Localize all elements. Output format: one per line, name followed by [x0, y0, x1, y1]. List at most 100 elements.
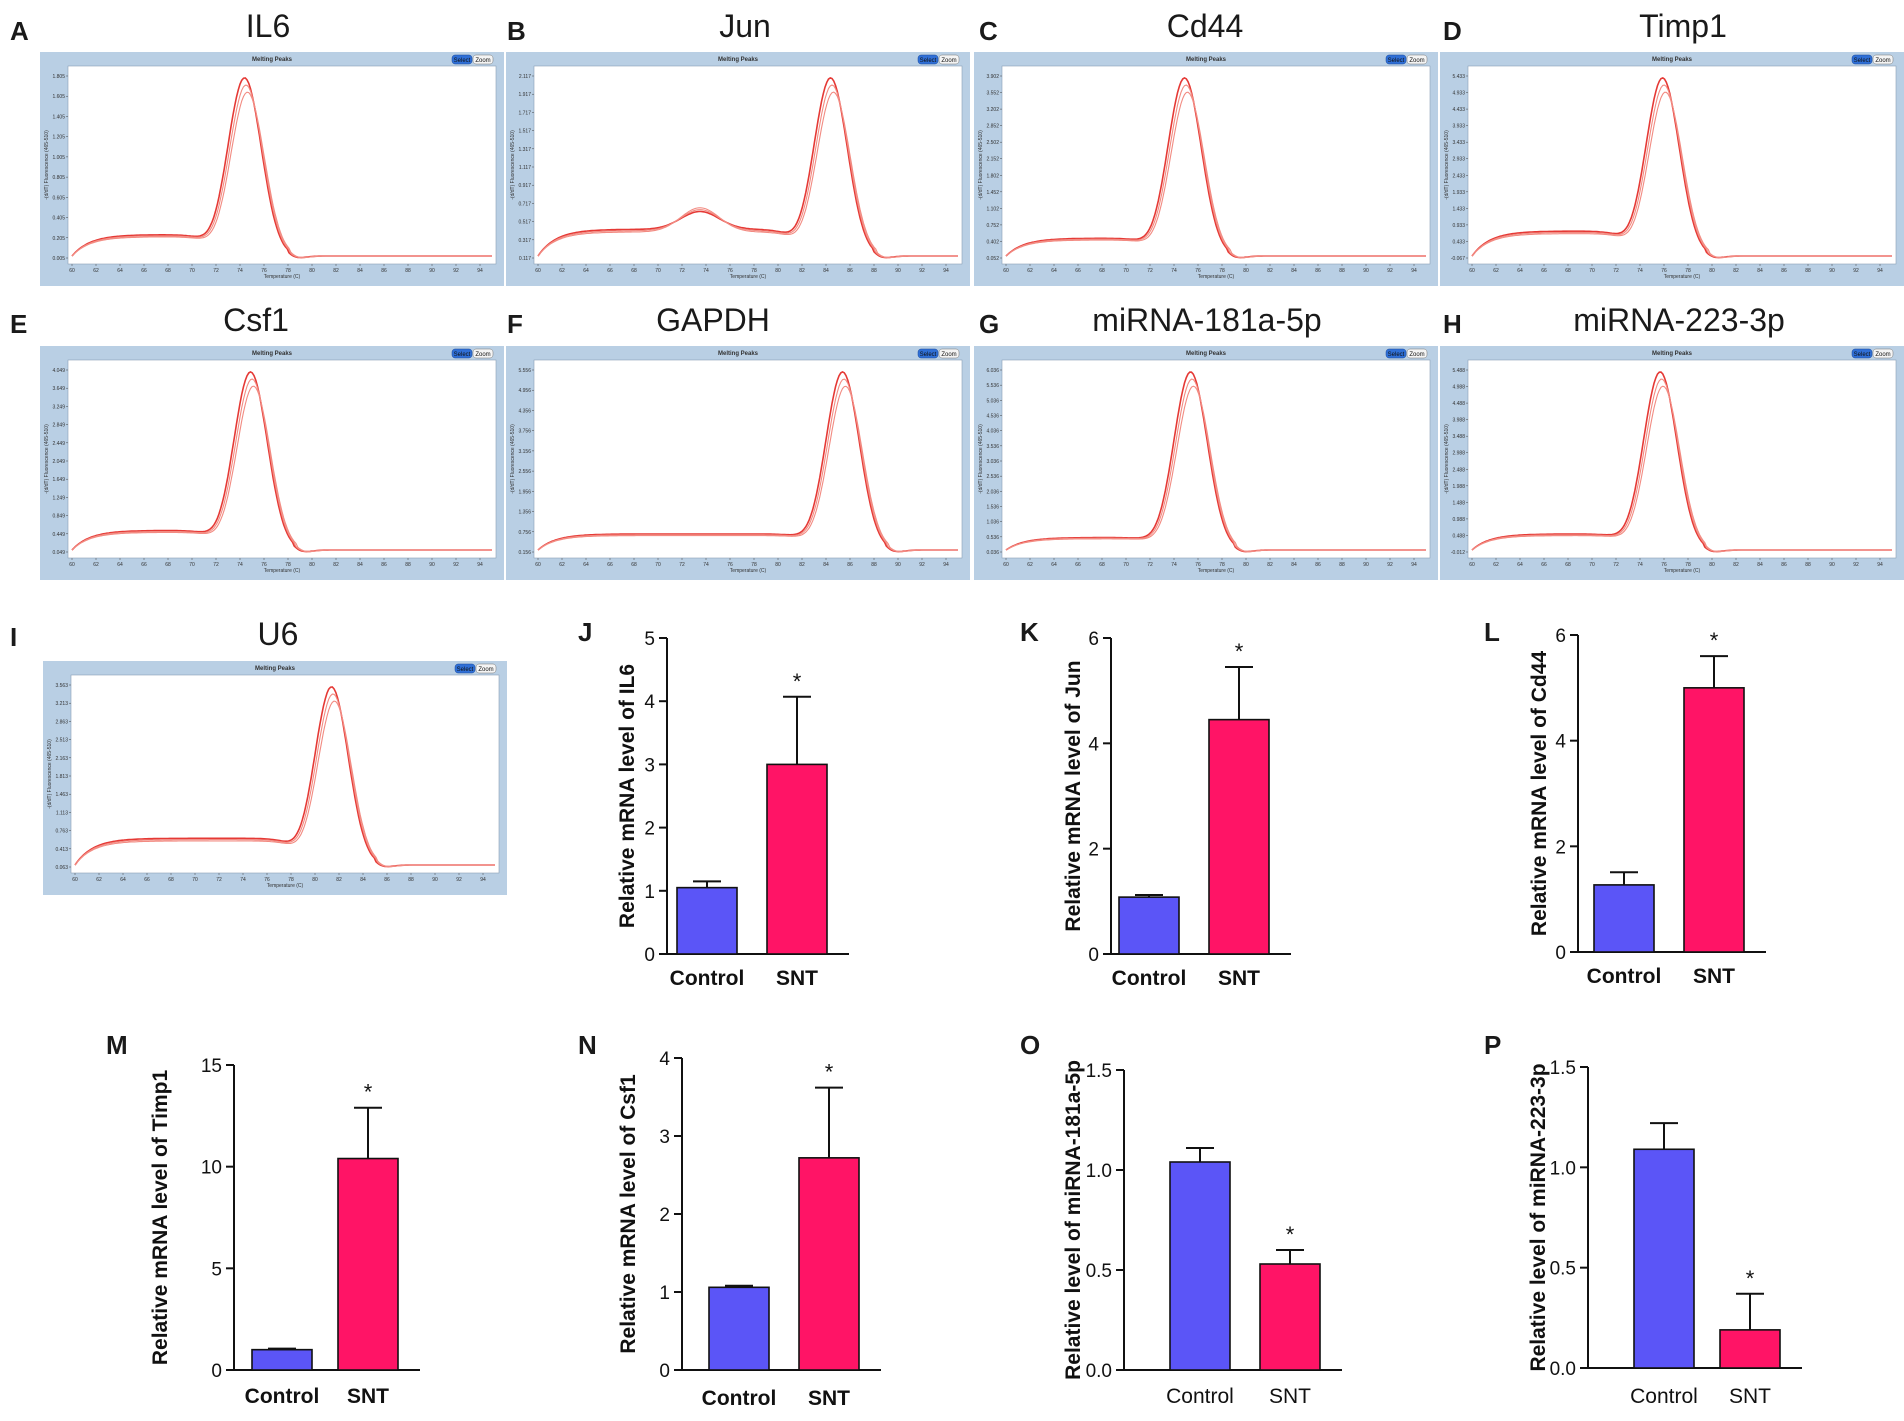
x-tick-label: 80	[1709, 268, 1715, 274]
x-axis-label: Temperature (C)	[264, 568, 301, 574]
x-tick-label: 76	[264, 877, 270, 883]
bar-snt	[1259, 1263, 1321, 1371]
x-tick-label: 60	[1003, 268, 1009, 274]
x-tick-label: 86	[1315, 268, 1321, 274]
y-tick-label: 2	[1088, 840, 1099, 861]
select-button[interactable]	[917, 348, 939, 359]
y-axis-label: -(d/dT) Fluorescence (465-510)	[978, 130, 984, 200]
select-button-label: Select	[1388, 58, 1405, 64]
window-title: Melting Peaks	[252, 57, 293, 63]
x-tick-label: 72	[1147, 268, 1153, 274]
x-tick-label: 74	[1637, 562, 1643, 568]
y-tick-label: 2	[644, 819, 655, 840]
y-tick-label: 3.933	[1452, 124, 1465, 130]
y-tick-label: 4.956	[518, 388, 531, 394]
y-tick-label: 1.813	[55, 774, 68, 780]
x-tick-label: 62	[96, 877, 102, 883]
x-tick-label: 82	[799, 268, 805, 274]
zoom-button[interactable]	[938, 54, 960, 65]
x-tick-label: 92	[919, 268, 925, 274]
zoom-button[interactable]	[475, 663, 497, 674]
y-tick-label: 1.802	[986, 173, 999, 179]
x-tick-label: 78	[288, 877, 294, 883]
y-tick-label: 0.433	[1452, 239, 1465, 245]
bar-control	[251, 1348, 313, 1371]
y-tick-label: 0.536	[986, 535, 999, 541]
y-tick-label: 0.049	[52, 550, 65, 556]
y-axis-label: -(d/dT) Fluorescence (465-510)	[44, 130, 50, 200]
panel-label: E	[10, 309, 27, 339]
x-tick-label: 80	[775, 562, 781, 568]
x-tick-label: 74	[1637, 268, 1643, 274]
select-button[interactable]	[451, 54, 473, 65]
y-tick-label: 0	[644, 945, 655, 966]
y-tick-label: 2.036	[986, 489, 999, 495]
zoom-button[interactable]	[938, 348, 960, 359]
select-button-label: Select	[1854, 58, 1871, 64]
x-tick-label: 80	[312, 877, 318, 883]
x-tick-label: 66	[607, 562, 613, 568]
significance-star: *	[1710, 628, 1719, 653]
x-tick-label: 66	[1075, 268, 1081, 274]
x-tick-label: 78	[1685, 268, 1691, 274]
zoom-button[interactable]	[1406, 54, 1428, 65]
zoom-button-label: Zoom	[475, 58, 490, 64]
select-button[interactable]	[454, 663, 476, 674]
category-label: Control	[245, 1385, 320, 1408]
select-button[interactable]	[1385, 348, 1407, 359]
significance-star: *	[1235, 639, 1244, 664]
x-tick-label: 64	[120, 877, 126, 883]
y-tick-label: 2.488	[1452, 467, 1465, 473]
y-tick-label: 0.156	[518, 550, 531, 556]
x-tick-label: 64	[1051, 268, 1057, 274]
x-tick-label: 74	[703, 562, 709, 568]
x-axis-label: Temperature (C)	[267, 883, 304, 889]
x-tick-label: 84	[357, 268, 363, 274]
zoom-button[interactable]	[472, 348, 494, 359]
y-tick-label: 5.036	[986, 398, 999, 404]
x-tick-label: 82	[333, 562, 339, 568]
x-tick-label: 60	[69, 562, 75, 568]
x-tick-label: 62	[1493, 562, 1499, 568]
y-tick-label: 1.102	[986, 206, 999, 212]
select-button[interactable]	[1851, 54, 1873, 65]
x-tick-label: 78	[1219, 268, 1225, 274]
zoom-button[interactable]	[472, 54, 494, 65]
zoom-button[interactable]	[1872, 54, 1894, 65]
select-button[interactable]	[1385, 54, 1407, 65]
y-tick-label: 4.488	[1452, 401, 1465, 407]
melt-curve	[74, 700, 495, 868]
select-button[interactable]	[451, 348, 473, 359]
zoom-button[interactable]	[1406, 348, 1428, 359]
x-tick-label: 94	[943, 562, 949, 568]
x-tick-label: 90	[1829, 268, 1835, 274]
y-tick-label: 5	[211, 1259, 222, 1280]
significance-star: *	[1746, 1266, 1755, 1291]
melt-curve	[537, 385, 958, 553]
x-tick-label: 72	[679, 562, 685, 568]
x-tick-label: 68	[1565, 562, 1571, 568]
y-tick-label: 0.717	[518, 201, 531, 207]
x-tick-label: 72	[213, 268, 219, 274]
bar-snt	[1719, 1329, 1781, 1369]
zoom-button[interactable]	[1872, 348, 1894, 359]
y-tick-label: 1.0	[1086, 1161, 1112, 1182]
x-tick-label: 74	[237, 562, 243, 568]
x-axis-label: Temperature (C)	[1198, 568, 1235, 574]
zoom-button-label: Zoom	[941, 58, 956, 64]
x-tick-label: 62	[1027, 268, 1033, 274]
y-tick-label: 1.717	[518, 110, 531, 116]
x-tick-label: 80	[309, 268, 315, 274]
select-button[interactable]	[917, 54, 939, 65]
zoom-button-label: Zoom	[941, 352, 956, 358]
panel-title: Csf1	[223, 302, 289, 338]
y-tick-label: 0.756	[518, 530, 531, 536]
y-tick-label: 1.5	[1550, 1058, 1576, 1079]
zoom-button-label: Zoom	[1409, 352, 1424, 358]
x-axis-label: Temperature (C)	[264, 274, 301, 280]
select-button[interactable]	[1851, 348, 1873, 359]
category-label: SNT	[1269, 1385, 1311, 1408]
x-tick-label: 76	[261, 562, 267, 568]
x-tick-label: 64	[583, 268, 589, 274]
y-tick-label: 2.988	[1452, 451, 1465, 457]
